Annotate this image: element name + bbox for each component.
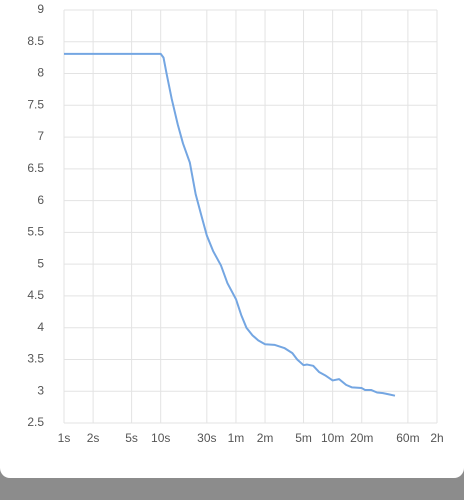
line (64, 52, 396, 397)
y-tick-label: 7.5 (27, 97, 44, 111)
y-tick-label: 4 (37, 320, 44, 334)
y-tick-label: 5 (37, 256, 44, 270)
chart: 2.5 3 3.5 4 4.5 5 5.5 6 6.5 7 7.5 8 8.5 9 1s 2s 5s 10s 30s… (27, 2, 443, 445)
x-tick-label: 5m (295, 431, 312, 445)
y-tick-label: 7 (37, 129, 44, 143)
y-tick-label: 3.5 (27, 352, 44, 366)
x-tick-label: 60m (396, 431, 419, 445)
y-tick-label: 9 (37, 2, 44, 16)
x-tick-label: 1s (58, 431, 71, 445)
y-tick-label: 3 (37, 383, 44, 397)
y-tick-label: 4.5 (27, 288, 44, 302)
x-tick-label: 2m (257, 431, 274, 445)
y-tick-label: 5.5 (27, 225, 44, 239)
x-tick-label: 2h (430, 431, 443, 445)
x-tick-label: 20m (350, 431, 373, 445)
y-tick-label: 8.5 (27, 34, 44, 48)
y-tick-label: 6 (37, 193, 44, 207)
x-tick-label: 10m (321, 431, 344, 445)
x-tick-label: 1m (228, 431, 245, 445)
x-tick-label: 5s (125, 431, 138, 445)
card (0, 0, 464, 478)
y-tick-label: 8 (37, 66, 44, 80)
y-tick-label: 2.5 (27, 415, 44, 429)
y-tick-label: 6.5 (27, 161, 44, 175)
x-tick-label: 10s (151, 431, 170, 445)
x-tick-label: 2s (87, 431, 100, 445)
x-tick-label: 30s (197, 431, 216, 445)
